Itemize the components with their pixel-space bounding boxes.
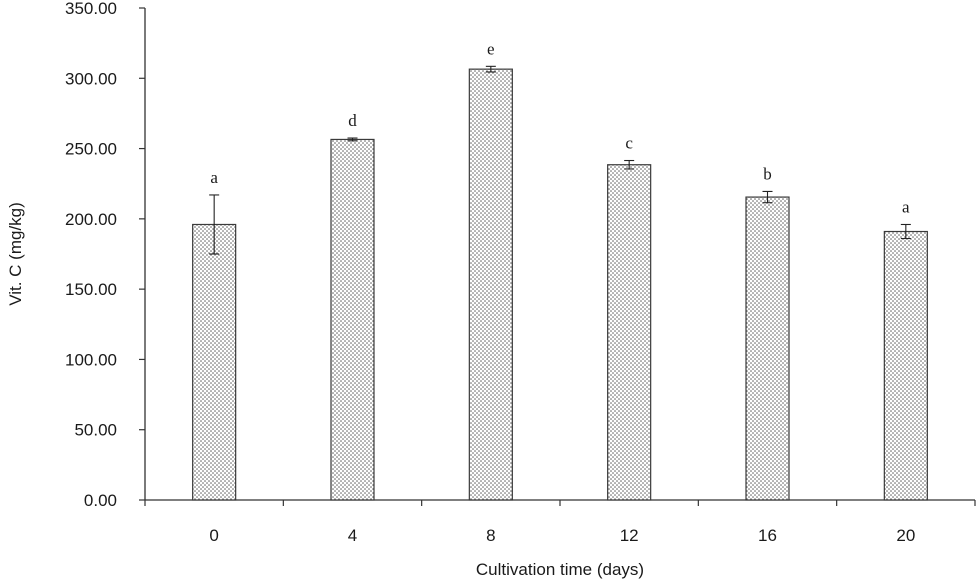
significance-letter: c — [625, 134, 633, 153]
significance-letter: e — [487, 39, 495, 58]
y-tick-label: 200.00 — [65, 210, 117, 229]
bar — [607, 164, 652, 501]
y-tick-label: 100.00 — [65, 350, 117, 369]
x-tick-label: 0 — [209, 526, 218, 545]
significance-letter: a — [902, 197, 910, 216]
bar — [883, 230, 928, 501]
y-tick-label: 300.00 — [65, 69, 117, 88]
x-tick-label: 12 — [620, 526, 639, 545]
x-axis: 0 4 8 12 16 20 — [144, 499, 976, 545]
x-tick-label: 8 — [486, 526, 495, 545]
bar — [192, 223, 237, 501]
bar — [468, 68, 513, 501]
y-tick-label: 50.00 — [74, 421, 117, 440]
bar — [745, 196, 790, 501]
significance-letter: a — [210, 168, 218, 187]
y-tick-label: 0.00 — [84, 491, 117, 510]
y-tick-label: 250.00 — [65, 140, 117, 159]
y-tick-label: 350.00 — [65, 0, 117, 18]
x-tick-label: 4 — [348, 526, 357, 545]
y-axis: 0.00 50.00 100.00 150.00 200.00 250.00 300.00 3… — [65, 0, 146, 510]
x-tick-label: 16 — [758, 526, 777, 545]
significance-letter: d — [348, 111, 357, 130]
significance-letter: b — [763, 164, 772, 183]
bar — [330, 138, 375, 501]
x-axis-title: Cultivation time (days) — [476, 560, 644, 579]
x-tick-label: 20 — [896, 526, 915, 545]
y-tick-label: 150.00 — [65, 280, 117, 299]
bars: a d e c b a — [192, 39, 928, 501]
y-axis-title: Vit. C (mg/kg) — [6, 202, 25, 306]
